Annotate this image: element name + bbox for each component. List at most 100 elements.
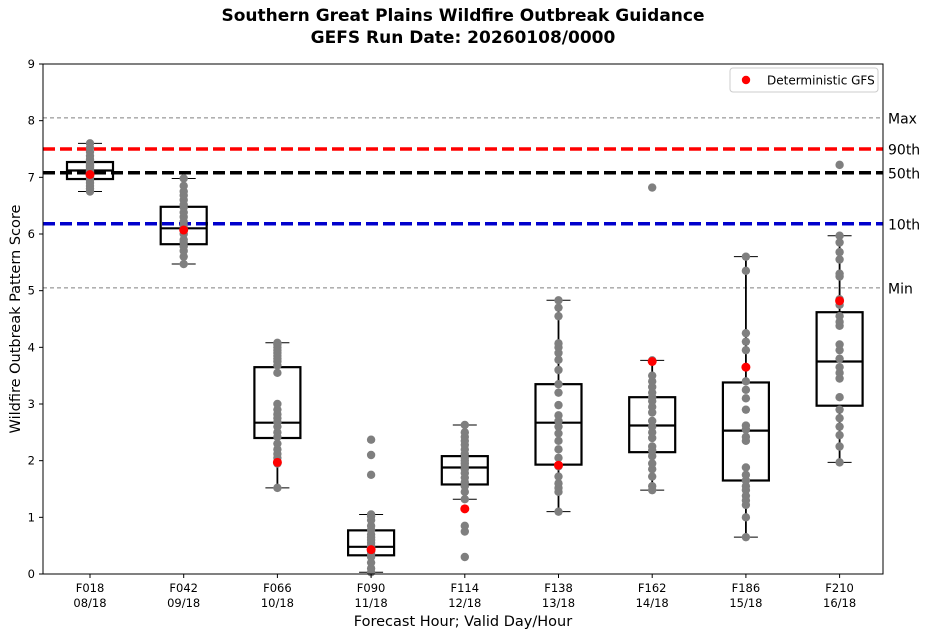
member-point (741, 345, 751, 355)
x-tick-label-valid: 14/18 (636, 596, 669, 610)
gfs-point (741, 362, 751, 372)
y-axis-label: Wildfire Outbreak Pattern Score (8, 204, 24, 433)
legend-gfs-marker (741, 75, 751, 85)
member-point (554, 507, 563, 516)
reference-label-min: Min (888, 281, 913, 297)
y-tick-label: 8 (28, 114, 35, 128)
member-point (835, 354, 844, 363)
x-tick-label-hour: F090 (357, 581, 386, 595)
x-tick-label-hour: F114 (451, 581, 480, 595)
member-point (554, 311, 563, 321)
reference-label-90th: 90th (888, 143, 920, 159)
x-tick-label-valid: 12/18 (448, 596, 481, 610)
y-tick-label: 6 (28, 227, 35, 241)
member-point (835, 269, 844, 278)
y-tick-label: 1 (28, 510, 35, 524)
chart-title: Southern Great Plains Wildfire Outbreak … (221, 6, 705, 26)
member-point (273, 483, 282, 493)
member-point (835, 231, 844, 240)
member-point (835, 458, 844, 467)
member-point (460, 495, 469, 504)
member-point (554, 453, 563, 463)
legend: Deterministic GFS (729, 67, 879, 93)
plot-frame (42, 63, 884, 575)
member-point (366, 450, 376, 460)
member-point (741, 252, 751, 261)
member-point (554, 303, 563, 312)
member-point (554, 429, 563, 438)
y-tick-label: 0 (28, 567, 35, 581)
y-tick-label: 5 (28, 284, 35, 298)
member-point (741, 463, 751, 472)
x-tick-label-hour: F162 (638, 581, 667, 595)
member-point (460, 420, 469, 430)
x-tick-label-hour: F066 (263, 581, 292, 595)
member-point (554, 388, 563, 397)
member-point (460, 428, 469, 437)
x-tick-label-valid: 13/18 (542, 596, 575, 610)
member-point (835, 238, 844, 247)
member-point (460, 521, 469, 531)
member-point (835, 413, 844, 423)
y-tick-label: 9 (28, 57, 35, 71)
member-point (366, 435, 376, 444)
gfs-point (647, 357, 657, 366)
legend-frame (729, 67, 879, 93)
x-tick-label-hour: F186 (732, 581, 761, 595)
member-point (648, 371, 657, 380)
x-tick-label-valid: 15/18 (729, 596, 762, 610)
member-point (741, 532, 751, 542)
gfs-point (272, 457, 282, 467)
x-tick-label-valid: 16/18 (823, 596, 856, 610)
x-tick-label-valid: 08/18 (73, 596, 106, 610)
gfs-point (460, 504, 470, 514)
member-point (554, 379, 563, 389)
y-tick-label: 3 (28, 397, 35, 411)
member-point (741, 421, 751, 430)
member-point (741, 470, 751, 480)
member-point (741, 513, 751, 522)
member-point (179, 259, 188, 269)
member-point (648, 183, 657, 192)
reference-label-10th: 10th (888, 217, 920, 233)
member-point (648, 416, 657, 426)
member-point (554, 355, 563, 364)
gfs-point (366, 545, 376, 555)
member-point (741, 337, 751, 346)
member-point (835, 362, 844, 372)
x-axis-label: Forecast Hour; Valid Day/Hour (354, 614, 572, 630)
gfs-point (835, 296, 845, 306)
member-point (835, 340, 844, 349)
member-point (273, 368, 282, 378)
member-point (648, 472, 657, 481)
member-point (741, 266, 751, 276)
member-point (554, 296, 563, 305)
member-point (554, 479, 563, 488)
gfs-point (179, 225, 189, 235)
reference-label-max: Max (888, 111, 917, 127)
x-tick-label-hour: F138 (544, 581, 573, 595)
reference-lines: Max 90th 50th 10th Min (43, 111, 920, 297)
member-point (85, 139, 95, 148)
x-tick-label-hour: F042 (169, 581, 198, 595)
member-point (741, 385, 751, 395)
y-tick-label: 2 (28, 454, 35, 468)
member-point (648, 442, 657, 451)
member-point (835, 442, 844, 451)
x-tick-label-valid: 11/18 (355, 596, 388, 610)
member-point (554, 400, 563, 410)
member-point (366, 510, 376, 519)
chart-subtitle: GEFS Run Date: 20260108/0000 (310, 28, 616, 48)
member-point (835, 255, 844, 264)
x-tick-label-hour: F210 (825, 581, 854, 595)
member-point (835, 160, 844, 170)
legend-gfs-label: Deterministic GFS (767, 74, 875, 88)
member-point (554, 339, 563, 348)
deterministic-gfs-points (85, 170, 845, 555)
reference-label-50th: 50th (888, 166, 920, 182)
member-point (835, 393, 844, 402)
member-point (741, 377, 751, 386)
member-point (273, 439, 282, 448)
